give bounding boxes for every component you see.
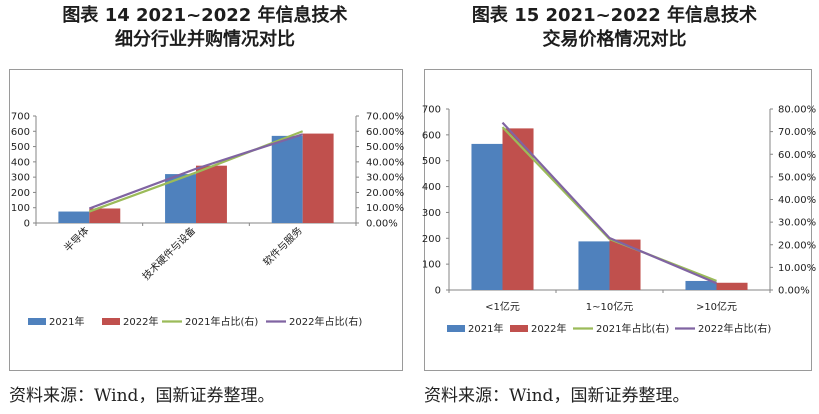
y-tick-label-right: 30.00% [366,173,404,184]
line-2022-share [88,133,304,210]
bar-2021-1 [578,241,610,290]
legend-swatch [510,325,528,332]
figure-14-source: 资料来源：Wind，国新证券整理。 [9,386,275,406]
legend-swatch [447,325,465,332]
legend-label: 2021年占比(右) [596,322,669,335]
y-tick-label-right: 40.00% [778,195,816,206]
y-tick-label-right: 10.00% [778,263,816,274]
y-tick-label-left: 700 [11,112,30,123]
chart-15-svg: 0 100 200 300 400 500 600 700 0.00% 10.00% 20.00% 3… [422,105,816,336]
y-tick-label-right: 70.00% [778,127,816,138]
figure-14-title: 图表 14 2021~2022 年信息技术 细分行业并购情况对比 [0,4,410,52]
y-tick-label-right: 0.00% [778,286,810,297]
bar-2021-0 [58,211,90,223]
category-label: 软件与服务 [260,224,305,269]
bar-2022-1 [609,239,641,290]
line-2022-share [501,121,717,285]
y-tick-label-left: 300 [422,208,441,219]
y-tick-label-right: 40.00% [366,157,404,168]
y-tick-label-right: 70.00% [366,112,404,123]
legend-swatch [28,318,46,325]
y-tick-label-right: 80.00% [778,105,816,116]
figure-14-title-line1: 图表 14 2021~2022 年信息技术 [62,5,348,26]
bar-2021-2 [685,280,717,290]
bar-2022-2 [716,282,748,290]
chart-14-svg: 0 100 200 300 400 500 600 700 0.00% 10.00% 20.00% 3… [11,112,404,329]
legend-label: 2022年 [123,315,158,328]
y-tick-label-left: 300 [11,173,30,184]
legend-label: 2022年占比(右) [698,322,771,335]
legend-swatch [102,318,120,325]
y-tick-label-right: 50.00% [778,172,816,183]
y-tick-label-right: 60.00% [778,150,816,161]
y-tick-label-left: 700 [422,105,441,116]
y-tick-label-right: 0.00% [366,219,398,230]
bar-2022-2 [302,133,334,223]
y-tick-label-left: 100 [11,203,30,214]
bar-2022-1 [196,165,227,223]
y-tick-label-left: 200 [422,234,441,245]
figure-15-title-line2: 交易价格情况对比 [542,29,687,50]
legend-label: 2021年 [468,322,503,335]
y-tick-label-right: 10.00% [366,203,404,214]
category-label: <1亿元 [485,300,520,313]
y-tick-label-right: 20.00% [778,240,816,251]
y-tick-label-left: 600 [422,130,441,141]
figure-15-title: 图表 15 2021~2022 年信息技术 交易价格情况对比 [410,4,819,52]
category-label: 1~10亿元 [586,300,633,313]
category-label: >10亿元 [696,300,737,313]
figure-15-title-line1: 图表 15 2021~2022 年信息技术 [471,5,758,26]
legend-label: 2022年占比(右) [289,315,362,328]
chart-14-frame: 0 100 200 300 400 500 600 700 0.00% 10.00% 20.00% 3… [9,69,404,371]
bar-2021-0 [471,143,503,290]
figure-14-title-line2: 细分行业并购情况对比 [115,29,295,50]
y-tick-label-left: 500 [11,142,30,153]
category-label: 技术硬件与设备 [139,224,198,283]
y-tick-label-right: 30.00% [778,218,816,229]
y-tick-label-left: 100 [422,260,441,271]
y-tick-label-right: 60.00% [366,127,404,138]
y-tick-label-right: 50.00% [366,142,404,153]
chart-15-frame: 0 100 200 300 400 500 600 700 0.00% 10.00% 20.00% 3… [422,69,816,371]
legend-label: 2022年 [531,322,566,335]
figure-15-source: 资料来源：Wind，国新证券整理。 [424,386,690,406]
bar-2021-2 [271,135,303,223]
category-label: 半导体 [61,224,91,254]
bar-2022-0 [89,208,121,223]
y-tick-label-left: 400 [422,182,441,193]
y-tick-label-right: 20.00% [366,188,404,199]
legend-label: 2021年占比(右) [185,315,258,328]
legend-label: 2021年 [49,315,84,328]
y-tick-label-left: 0 [435,286,441,297]
y-tick-label-left: 500 [422,156,441,167]
y-tick-label-left: 600 [11,127,30,138]
y-tick-label-left: 200 [11,188,30,199]
y-tick-label-left: 0 [24,219,30,230]
y-tick-label-left: 400 [11,157,30,168]
